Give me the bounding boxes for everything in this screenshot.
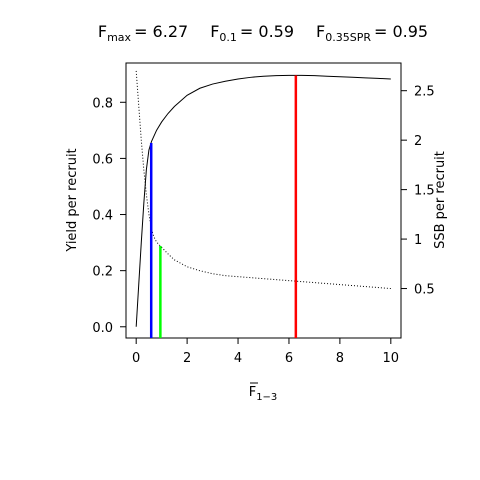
y-right-tick-label: 2	[414, 134, 422, 149]
x-axis-title: F1−3	[249, 385, 278, 403]
title-symbol: F	[210, 22, 219, 41]
plot-frame	[125, 62, 402, 339]
y-left-tick-label: 0.6	[92, 152, 113, 167]
y-left-tick-label: 0.8	[92, 96, 113, 111]
x-tick-label: 6	[285, 351, 293, 366]
title-value: = 0.59	[240, 22, 294, 41]
y-axis-right-title: SSB per recruit	[433, 151, 448, 249]
y-left-tick-label: 0.0	[92, 321, 113, 336]
y-axis-left-title: Yield per recruit	[65, 148, 80, 252]
y-right-tick-label: 1	[414, 233, 422, 248]
yield-per-recruit-curve	[135, 74, 391, 327]
plot-area: 0 2 4 6 8 10 0.0 0.2 0.4 0.6 0.8 0.5 1 1.5 2 2.5	[92, 62, 435, 366]
title-value: = 0.95	[374, 22, 428, 41]
y-right-tick-label: 2.5	[414, 85, 435, 100]
x-tick-label: 8	[336, 351, 344, 366]
title-subscript: 0.1	[219, 31, 237, 44]
y-right-tick-label: 0.5	[414, 283, 435, 298]
x-axis-title-symbol: F	[249, 385, 256, 400]
title-symbol: F	[316, 22, 325, 41]
x-tick-label: 4	[234, 351, 242, 366]
title-subscript: 0.35SPR	[325, 31, 371, 44]
title-symbol: F	[98, 22, 107, 41]
x-tick-label: 0	[132, 351, 140, 366]
chart-title: Fmax = 6.27 F0.1 = 0.59 F0.35SPR = 0.95	[98, 22, 428, 44]
x-tick-label: 2	[183, 351, 191, 366]
y-right-tick-label: 1.5	[414, 184, 435, 199]
title-subscript: max	[107, 31, 131, 44]
y-left-tick-label: 0.2	[92, 265, 113, 280]
title-value: = 6.27	[134, 22, 188, 41]
ssb-per-recruit-curve	[135, 70, 391, 290]
x-axis-title-subscript: 1−3	[256, 392, 277, 403]
y-left-tick-label: 0.4	[92, 209, 113, 224]
x-tick-label: 10	[383, 351, 400, 366]
